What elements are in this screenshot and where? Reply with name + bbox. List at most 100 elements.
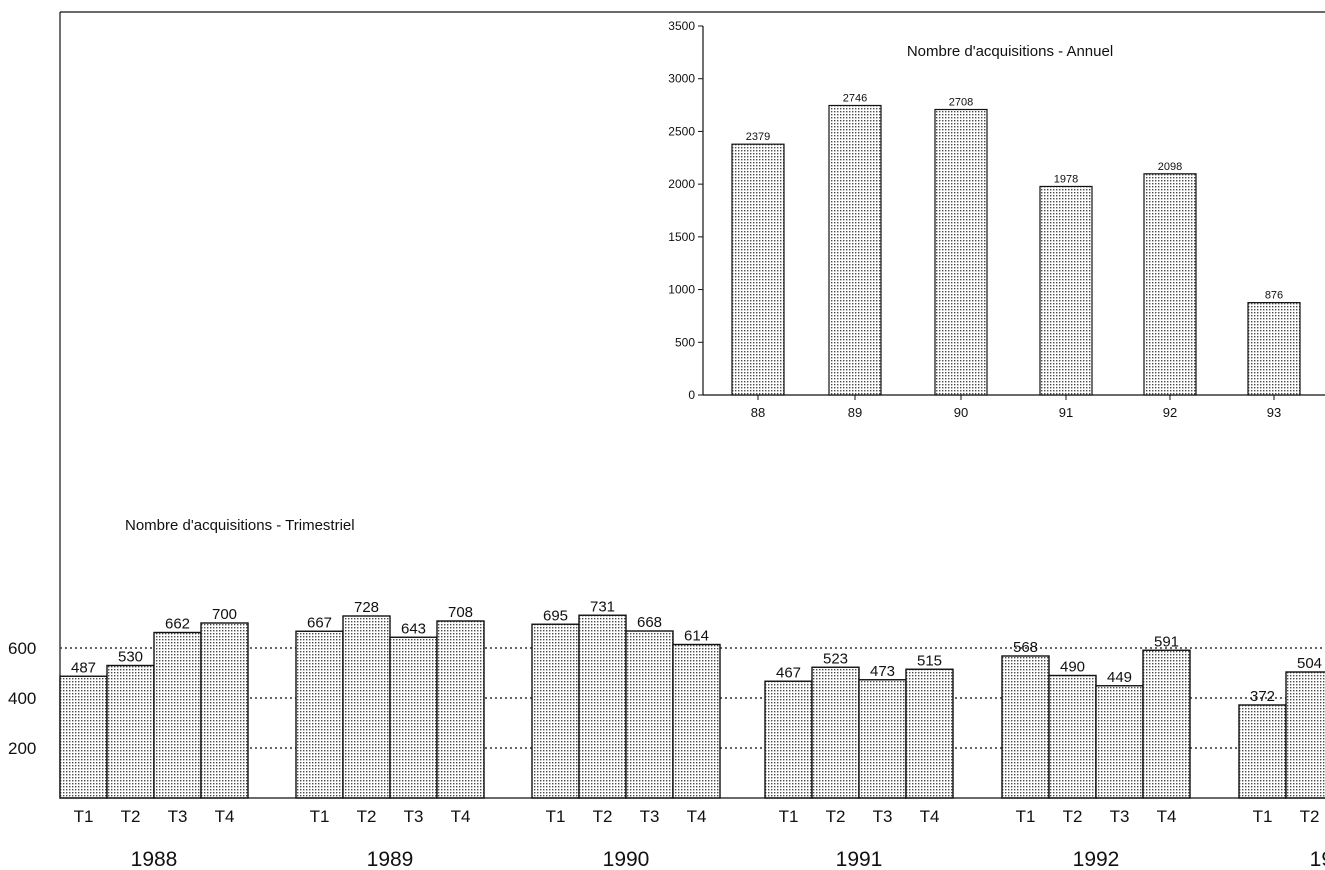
quarterly-bar-value-label: 700 — [212, 606, 237, 623]
quarterly-year-label: 1989 — [367, 848, 414, 870]
annual-y-tick-label: 0 — [688, 388, 695, 402]
quarterly-bar — [764, 680, 813, 799]
annual-bar-value-label: 1978 — [1054, 173, 1078, 185]
quarterly-year-label: 1993 — [1310, 848, 1325, 870]
quarterly-bar-value-label: 591 — [1154, 633, 1179, 650]
quarterly-bar-value-label: 731 — [590, 598, 615, 615]
quarterly-bar — [106, 664, 155, 799]
annual-y-tick-label: 3000 — [668, 72, 695, 86]
quarterly-x-tick-label: T4 — [687, 807, 707, 826]
quarterly-bar — [905, 668, 954, 799]
quarterly-bar — [1285, 671, 1325, 799]
annual-x-ticks: 88 89 90 91 92 93 — [751, 395, 1281, 420]
quarterly-year-label: 1991 — [836, 848, 883, 870]
quarterly-bar-value-label: 490 — [1060, 659, 1085, 676]
annual-bar — [1247, 302, 1301, 396]
quarterly-x-tick-label: T1 — [1253, 807, 1273, 826]
quarterly-bar — [531, 623, 580, 799]
quarterly-y-tick-label: 200 — [8, 739, 36, 758]
quarterly-bar-value-label: 728 — [354, 599, 379, 616]
quarterly-chart: Nombre d'acquisitions - Trimestriel 200 4… — [8, 517, 1325, 870]
quarterly-bar-value-label: 667 — [307, 614, 332, 631]
quarterly-x-tick-label: T1 — [779, 807, 799, 826]
quarterly-bar — [1238, 704, 1287, 799]
quarterly-bar-value-label: 372 — [1250, 688, 1275, 705]
annual-chart-title: Nombre d'acquisitions - Annuel — [907, 43, 1113, 60]
quarterly-x-tick-label: T3 — [873, 807, 893, 826]
quarterly-bar-value-label: 643 — [401, 620, 426, 637]
quarterly-bar — [672, 643, 721, 799]
annual-x-tick-label: 93 — [1267, 405, 1281, 420]
annual-bar-value-label: 2379 — [746, 131, 770, 143]
quarterly-x-ticks: T1 T2 T3 T4 1988 T1 T2 T3 T4 1989 T1 T2 T3 T4 1990 T1 T2… — [74, 807, 1325, 870]
quarterly-x-tick-label: T3 — [640, 807, 660, 826]
quarterly-bar-value-label: 473 — [870, 663, 895, 680]
quarterly-bar-value-label: 467 — [776, 664, 801, 681]
annual-y-tick-label: 2500 — [668, 124, 695, 138]
quarterly-bar-value-label: 708 — [448, 604, 473, 621]
quarterly-bar — [200, 622, 249, 799]
quarterly-bar — [59, 675, 108, 799]
quarterly-bar-value-label: 662 — [165, 616, 190, 633]
annual-bar-value-label: 2708 — [949, 96, 973, 108]
quarterly-x-tick-label: T1 — [310, 807, 330, 826]
quarterly-x-tick-label: T1 — [74, 807, 94, 826]
annual-y-tick-label: 3500 — [668, 19, 695, 33]
quarterly-x-tick-label: T2 — [826, 807, 846, 826]
quarterly-bar-value-label: 614 — [684, 628, 709, 645]
quarterly-x-tick-label: T4 — [920, 807, 940, 826]
quarterly-bar — [858, 679, 907, 799]
annual-chart: Nombre d'acquisitions - Annuel 0 500 1000 1… — [668, 19, 1325, 420]
quarterly-x-tick-label: T3 — [168, 807, 188, 826]
annual-bar — [934, 108, 988, 396]
annual-x-tick-label: 89 — [848, 405, 862, 420]
quarterly-bar — [153, 631, 202, 799]
quarterly-bar — [1095, 685, 1144, 799]
quarterly-bar-value-label: 695 — [543, 607, 568, 624]
annual-bar-value-label: 876 — [1265, 290, 1283, 302]
quarterly-x-tick-label: T3 — [1110, 807, 1130, 826]
quarterly-bar — [1001, 655, 1050, 799]
annual-x-tick-label: 92 — [1163, 405, 1177, 420]
annual-y-tick-label: 1500 — [668, 230, 695, 244]
quarterly-bar-value-label: 668 — [637, 614, 662, 631]
quarterly-x-tick-label: T2 — [1300, 807, 1320, 826]
quarterly-bar — [811, 666, 860, 799]
annual-y-tick-label: 500 — [675, 335, 695, 349]
quarterly-bars: 487 530 662 700 667 728 643 708 695 731 668 614 467 5… — [59, 598, 1325, 799]
quarterly-y-ticks: 200 400 600 — [8, 639, 36, 758]
quarterly-bar-value-label: 515 — [917, 652, 942, 669]
quarterly-year-label: 1988 — [131, 848, 178, 870]
annual-bar — [828, 104, 882, 396]
quarterly-bar-value-label: 449 — [1107, 669, 1132, 686]
quarterly-x-tick-label: T2 — [357, 807, 377, 826]
annual-y-tick-label: 2000 — [668, 177, 695, 191]
annual-y-ticks: 0 500 1000 1500 2000 2500 3000 3500 — [668, 19, 703, 402]
annual-x-tick-label: 91 — [1059, 405, 1073, 420]
quarterly-bar-value-label: 568 — [1013, 639, 1038, 656]
quarterly-x-tick-label: T4 — [215, 807, 235, 826]
quarterly-bar — [1048, 674, 1097, 799]
quarterly-y-tick-label: 600 — [8, 639, 36, 658]
annual-bar-value-label: 2746 — [843, 92, 867, 104]
quarterly-x-tick-label: T2 — [593, 807, 613, 826]
quarterly-gridlines — [60, 647, 1325, 749]
annual-y-tick-label: 1000 — [668, 283, 695, 297]
quarterly-bar-value-label: 504 — [1297, 655, 1322, 672]
quarterly-x-tick-label: T4 — [1157, 807, 1177, 826]
quarterly-bar — [389, 636, 438, 799]
quarterly-chart-title: Nombre d'acquisitions - Trimestriel — [125, 517, 355, 534]
annual-x-tick-label: 88 — [751, 405, 765, 420]
quarterly-bar — [1142, 649, 1191, 799]
quarterly-bar — [295, 630, 344, 799]
quarterly-year-label: 1992 — [1073, 848, 1120, 870]
annual-x-tick-label: 90 — [954, 405, 968, 420]
quarterly-x-tick-label: T2 — [121, 807, 141, 826]
quarterly-bar — [342, 615, 391, 799]
quarterly-x-tick-label: T4 — [451, 807, 471, 826]
quarterly-y-tick-label: 400 — [8, 689, 36, 708]
annual-bars: 2379 2746 2708 1978 2098 876 — [731, 92, 1301, 396]
annual-bar-value-label: 2098 — [1158, 161, 1182, 173]
quarterly-bar — [578, 614, 627, 799]
